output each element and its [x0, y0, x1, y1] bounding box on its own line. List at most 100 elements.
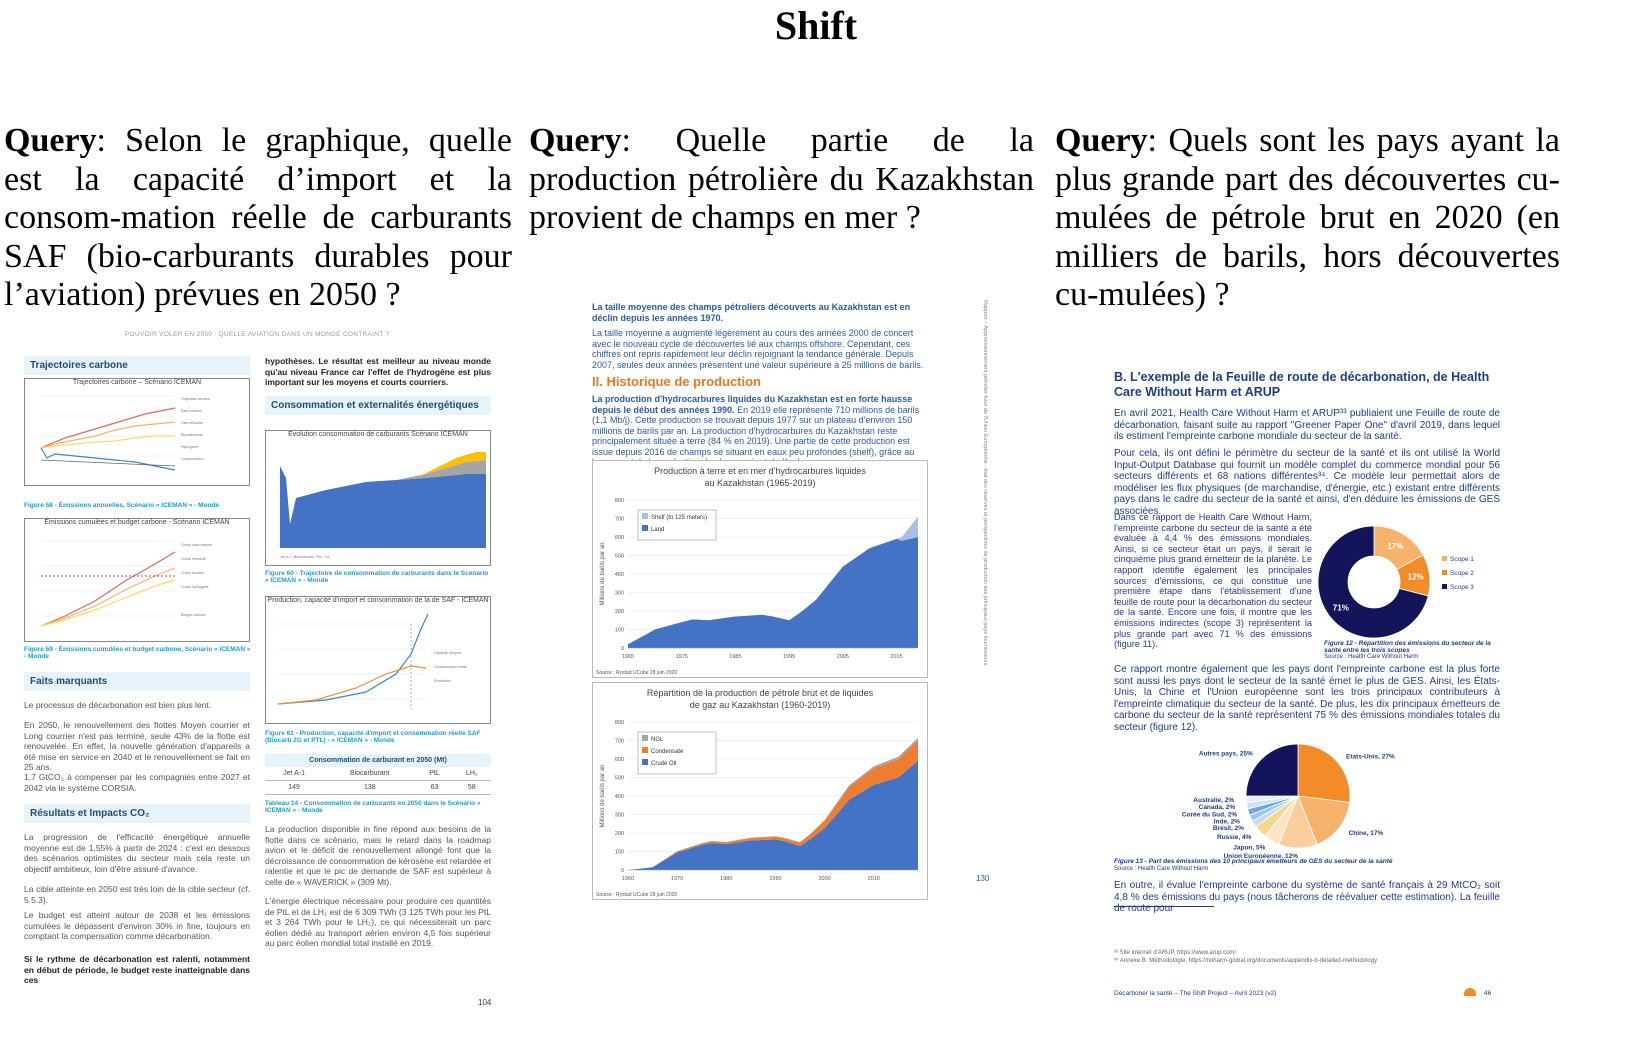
figure-caption: Figure 61 - Production, capacité d'impor…: [265, 730, 481, 744]
side-vertical-text: Rapport – Approvisionnement pétrolier fu…: [982, 300, 988, 666]
slice-label: Brésil, 2%: [1213, 825, 1244, 832]
svg-text:Cumul sans mesure: Cumul sans mesure: [181, 543, 212, 547]
slice-label: 12%: [1408, 573, 1424, 582]
slice-label: Canada, 2%: [1199, 804, 1236, 811]
table-cell: 138: [323, 780, 417, 795]
paragraph: En outre, il évalue l'empreinte carbone …: [1114, 880, 1500, 914]
svg-text:Production: Production: [434, 679, 451, 683]
paragraph: Le processus de décarbonation est bien p…: [24, 700, 212, 710]
table-cell: 58: [452, 780, 491, 795]
chart-source: Source : Rystad UCube 28 juin 2020: [596, 892, 677, 898]
table-header-cell: LH₂: [452, 767, 491, 781]
y-tick-label: 500: [615, 554, 624, 560]
x-tick-label: 1965: [622, 654, 634, 660]
section-header-resultats: Résultats et Impacts CO₂: [24, 804, 250, 823]
x-tick-label: 1995: [783, 654, 795, 660]
legend-swatch: [642, 759, 648, 765]
slice-label: Corée du Sud, 2%: [1182, 812, 1237, 819]
figure-source: Source : Health Care Without Harm: [1324, 654, 1419, 660]
query-text: : Selon le graphique, quelle est la capa…: [4, 122, 512, 313]
paragraph: En 2050, le renouvellement des flottes M…: [24, 720, 250, 772]
slice-label: Inde, 2%: [1214, 819, 1241, 826]
chart-annual-emissions: Trajectoires carbone – Scénario ICEMAN T…: [24, 378, 250, 486]
y-tick-label: 700: [615, 517, 624, 523]
svg-text:Trajectoire secteur: Trajectoire secteur: [181, 397, 211, 401]
query-text: : Quels sont les pays ayant la plus gran…: [1055, 122, 1560, 313]
chart-title: de gaz au Kazakhstan (1960-2019): [690, 700, 831, 710]
legend-label: Scope 3: [1450, 584, 1474, 591]
slice-label: Union Européenne, 12%: [1224, 853, 1299, 858]
legend-swatch: [642, 513, 648, 519]
y-tick-label: 700: [615, 739, 624, 745]
pie-slice-etats-unis: [1297, 743, 1351, 803]
table-cell: 149: [265, 780, 324, 795]
section-header-conso: Consommation et externalités énergétique…: [265, 396, 491, 415]
paragraph: La production d'hydrocarbures liquides d…: [592, 394, 932, 468]
query-label: Query: [529, 122, 622, 159]
paragraph-bold: La production d'hydrocarbures liquides d…: [592, 394, 913, 415]
chart-title: Evolution consommation de carburants Scé…: [288, 431, 468, 438]
chart-title: Émissions cumulées et budget carbone - S…: [44, 519, 230, 526]
chart-countries-pie: Etats-Unis, 27% Chine, 17% Union Européenn…: [1182, 743, 1395, 858]
chart-annual-emissions-plot: Trajectoire secteur Sans mesure Gain effic…: [40, 395, 211, 471]
slice-label: 71%: [1333, 604, 1349, 613]
y-tick-label: 800: [615, 720, 624, 726]
chart-scopes-donut: 17% 12% 71% Scope 1 Scope 2 Scope 3: [1317, 525, 1474, 639]
document-page-sante: B. L'exemple de la Feuille de route de d…: [1108, 366, 1508, 1006]
chart-title: Répartition de la production de pétrole …: [647, 688, 874, 698]
query-label: Query: [4, 122, 97, 159]
legend-label: Scope 2: [1450, 570, 1474, 577]
legend-swatch: [642, 525, 648, 531]
legend-label: Shelf (to 125 meters): [651, 515, 707, 521]
figure-caption: Figure 12 - Répartition des émissions du…: [1324, 640, 1491, 654]
figure-source: Source : Health Care Without Harm: [1114, 866, 1209, 872]
legend-label: Condensate: [651, 749, 684, 755]
y-axis-label: Millions de barils par an: [600, 764, 606, 827]
y-tick-label: 100: [615, 850, 624, 856]
slice-label: Japon, 5%: [1233, 845, 1265, 852]
document-page-aviation: POUVOIR VOLER EN 2050 : QUELLE AVIATION …: [10, 322, 502, 1012]
y-tick-label: 0: [621, 868, 624, 874]
page-number: 104: [478, 998, 492, 1007]
section-header-trajectoires: Trajectoires carbone: [24, 356, 250, 375]
table-header-cell: Jet A-1: [265, 767, 324, 781]
svg-text:Hydrogène: Hydrogène: [181, 445, 198, 449]
chart-production-breakdown: Répartition de la production de pétrole …: [592, 682, 928, 900]
legend-box: [637, 731, 717, 775]
svg-text:Compensation: Compensation: [181, 457, 204, 461]
y-tick-label: 200: [615, 831, 624, 837]
query-2: Query: Quelle partie de la production pé…: [529, 122, 1034, 238]
paragraph-bold: Si le rythme de décarbonation est ralent…: [24, 954, 250, 985]
table-header-cell: Biocarburant: [323, 767, 417, 781]
legend-label: Crude Oil: [651, 761, 676, 767]
footnote-divider: [1114, 906, 1214, 907]
table-title: Consommation de carburant en 2050 (Mt): [265, 754, 491, 767]
svg-text:Cumul efficacité: Cumul efficacité: [181, 557, 206, 561]
chart-offshore-onshore: Production à terre et en mer d'hydrocarb…: [592, 460, 928, 678]
query-1: Query: Selon le graphique, quelle est la…: [4, 122, 512, 315]
table-header-cell: PtL: [416, 767, 453, 781]
legend-label: Land: [651, 527, 664, 533]
chart-saf-production-plot: Capacité d'import Consommation réelle Prod…: [277, 613, 467, 709]
y-tick-label: 100: [615, 628, 624, 634]
legend-swatch: [1442, 556, 1447, 561]
page-number: 46: [1484, 990, 1492, 997]
chart-saf-production: Production, capacité d'import et consomm…: [265, 596, 491, 724]
x-tick-label: 2005: [837, 654, 849, 660]
y-tick-label: 300: [615, 813, 624, 819]
legend-box: [637, 509, 717, 541]
x-tick-label: 2015: [890, 654, 902, 660]
y-tick-label: 500: [615, 776, 624, 782]
svg-text:Gain efficacité: Gain efficacité: [181, 421, 203, 425]
x-tick-label: 1985: [729, 654, 741, 660]
query-text: : Quelle partie de la production pétroli…: [529, 122, 1034, 236]
chart-cumulative-emissions: Émissions cumulées et budget carbone - S…: [24, 518, 250, 642]
paragraph: Dans ce rapport de Health Care Without H…: [1114, 512, 1312, 650]
figure-caption: Figure 58 - Émissions annuelles, Scénari…: [24, 502, 220, 509]
y-tick-label: 0: [621, 646, 624, 652]
paragraph: 1,7 GtCO₂ à compenser par les compagnies…: [24, 772, 250, 793]
running-header: POUVOIR VOLER EN 2050 : QUELLE AVIATION …: [125, 331, 390, 338]
y-tick-label: 300: [615, 591, 624, 597]
footnote: ³³ Site internet d'ARUP, https://www.aru…: [1114, 950, 1237, 956]
pie-slice-chine: [1297, 795, 1351, 845]
